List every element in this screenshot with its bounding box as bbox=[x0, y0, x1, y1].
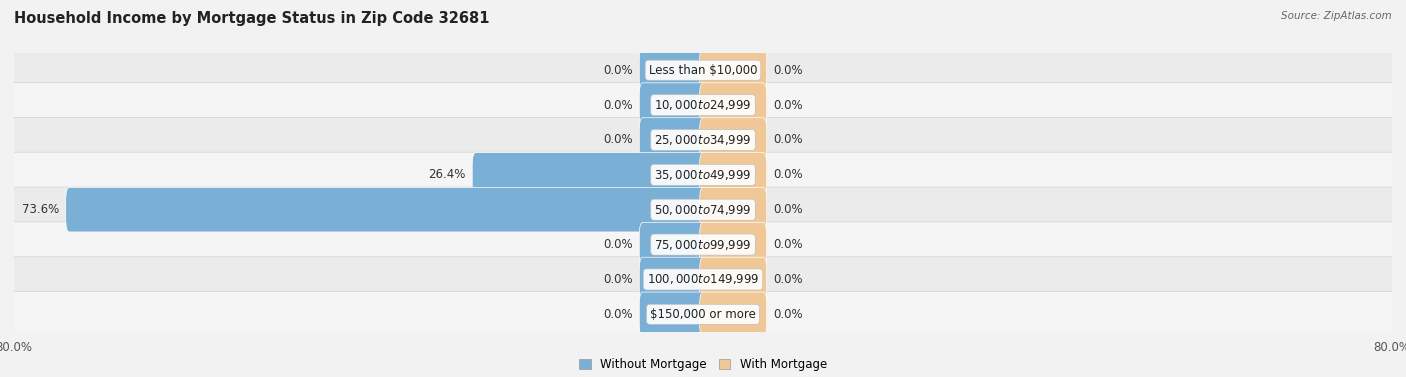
Text: 0.0%: 0.0% bbox=[773, 308, 803, 321]
Text: 0.0%: 0.0% bbox=[773, 99, 803, 112]
FancyBboxPatch shape bbox=[11, 117, 1395, 162]
Text: 0.0%: 0.0% bbox=[773, 133, 803, 146]
FancyBboxPatch shape bbox=[640, 257, 706, 302]
FancyBboxPatch shape bbox=[11, 83, 1395, 128]
FancyBboxPatch shape bbox=[66, 187, 706, 232]
FancyBboxPatch shape bbox=[11, 187, 1395, 232]
FancyBboxPatch shape bbox=[700, 48, 766, 92]
Text: 0.0%: 0.0% bbox=[773, 169, 803, 181]
Text: 0.0%: 0.0% bbox=[603, 273, 633, 286]
FancyBboxPatch shape bbox=[700, 222, 766, 267]
FancyBboxPatch shape bbox=[700, 292, 766, 337]
Text: Less than $10,000: Less than $10,000 bbox=[648, 64, 758, 77]
FancyBboxPatch shape bbox=[11, 292, 1395, 337]
Text: 26.4%: 26.4% bbox=[427, 169, 465, 181]
Text: $35,000 to $49,999: $35,000 to $49,999 bbox=[654, 168, 752, 182]
Text: $10,000 to $24,999: $10,000 to $24,999 bbox=[654, 98, 752, 112]
Text: 0.0%: 0.0% bbox=[603, 64, 633, 77]
Text: 0.0%: 0.0% bbox=[773, 64, 803, 77]
Text: Household Income by Mortgage Status in Zip Code 32681: Household Income by Mortgage Status in Z… bbox=[14, 11, 489, 26]
Text: $75,000 to $99,999: $75,000 to $99,999 bbox=[654, 238, 752, 251]
Text: 0.0%: 0.0% bbox=[603, 308, 633, 321]
Text: 0.0%: 0.0% bbox=[603, 238, 633, 251]
Text: 0.0%: 0.0% bbox=[773, 203, 803, 216]
FancyBboxPatch shape bbox=[700, 83, 766, 127]
Text: $150,000 or more: $150,000 or more bbox=[650, 308, 756, 321]
FancyBboxPatch shape bbox=[700, 187, 766, 232]
FancyBboxPatch shape bbox=[700, 257, 766, 302]
Text: 0.0%: 0.0% bbox=[603, 133, 633, 146]
FancyBboxPatch shape bbox=[11, 152, 1395, 198]
FancyBboxPatch shape bbox=[640, 83, 706, 127]
FancyBboxPatch shape bbox=[640, 118, 706, 162]
Legend: Without Mortgage, With Mortgage: Without Mortgage, With Mortgage bbox=[574, 354, 832, 376]
FancyBboxPatch shape bbox=[640, 222, 706, 267]
Text: 0.0%: 0.0% bbox=[773, 273, 803, 286]
FancyBboxPatch shape bbox=[472, 153, 706, 197]
FancyBboxPatch shape bbox=[11, 48, 1395, 93]
FancyBboxPatch shape bbox=[640, 48, 706, 92]
FancyBboxPatch shape bbox=[700, 118, 766, 162]
Text: $50,000 to $74,999: $50,000 to $74,999 bbox=[654, 203, 752, 217]
Text: Source: ZipAtlas.com: Source: ZipAtlas.com bbox=[1281, 11, 1392, 21]
FancyBboxPatch shape bbox=[640, 292, 706, 337]
Text: $100,000 to $149,999: $100,000 to $149,999 bbox=[647, 273, 759, 287]
Text: 0.0%: 0.0% bbox=[773, 238, 803, 251]
Text: 73.6%: 73.6% bbox=[21, 203, 59, 216]
FancyBboxPatch shape bbox=[11, 257, 1395, 302]
FancyBboxPatch shape bbox=[700, 153, 766, 197]
Text: 0.0%: 0.0% bbox=[603, 99, 633, 112]
Text: $25,000 to $34,999: $25,000 to $34,999 bbox=[654, 133, 752, 147]
FancyBboxPatch shape bbox=[11, 222, 1395, 267]
